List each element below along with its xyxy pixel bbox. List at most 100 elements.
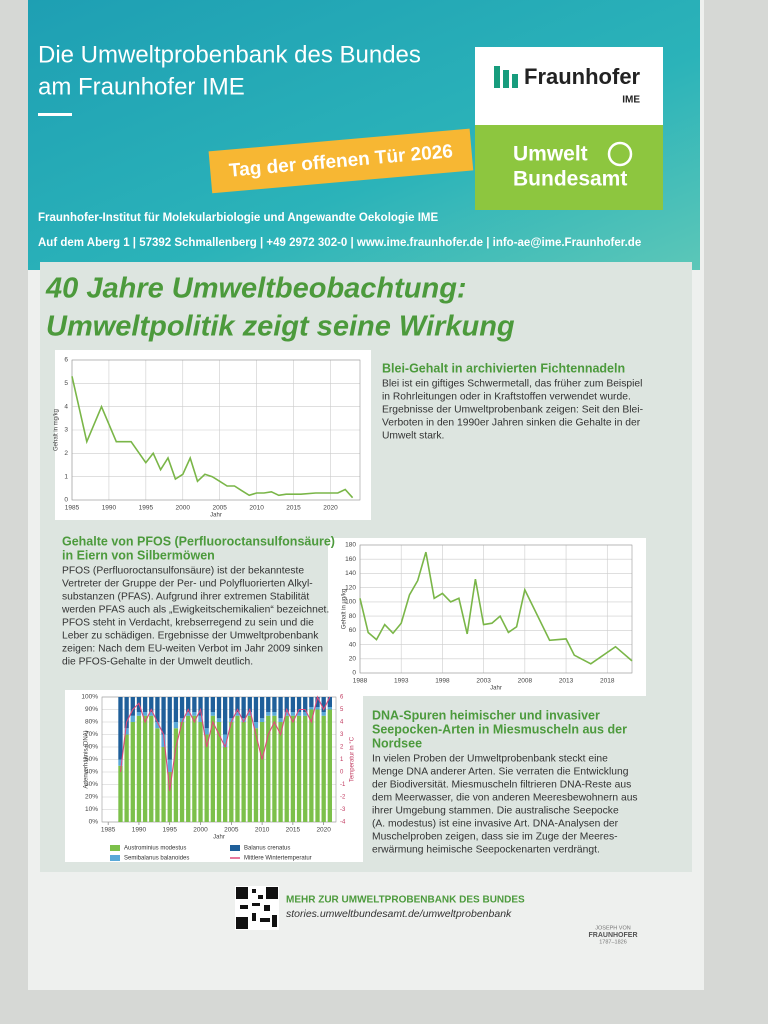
- x-tick-label: 2003: [476, 678, 491, 685]
- signature: 1787–1826: [599, 939, 627, 945]
- bar-segment: [161, 697, 166, 735]
- badge: Tag der offenen Tür 2026: [208, 128, 474, 194]
- bar-segment: [266, 712, 271, 716]
- section-body: werden PFAS auch als „Ewigkeitschemikali…: [61, 605, 329, 616]
- bar-segment: [321, 712, 326, 716]
- bar-segment: [210, 697, 215, 712]
- y2-tick-label: 4: [340, 720, 344, 726]
- y-tick-label: 5: [64, 380, 68, 387]
- bar-segment: [321, 715, 326, 822]
- bar-segment: [229, 722, 234, 822]
- y-tick-label: 40: [349, 641, 357, 648]
- y2-tick-label: 6: [340, 695, 344, 701]
- bar-segment: [290, 697, 296, 712]
- bar-segment: [296, 715, 302, 822]
- x-tick-label: 2015: [286, 827, 301, 834]
- section-body: Menge DNA anderer Arten. Sie verraten di…: [372, 767, 629, 778]
- logo-fraunhofer: Fraunhofer: [524, 64, 641, 89]
- x-tick-label: 2013: [559, 678, 574, 685]
- bar-segment: [161, 734, 166, 747]
- y2-tick-label: -1: [340, 782, 346, 788]
- bar-segment: [223, 747, 228, 822]
- legend-label: Semibalanus balanoides: [124, 856, 189, 862]
- signature: FRAUNHOFER: [589, 932, 638, 939]
- x-tick-label: 1995: [139, 505, 154, 512]
- bar-segment: [259, 718, 265, 722]
- bar-segment: [278, 722, 283, 822]
- bar-segment: [259, 697, 265, 719]
- bar-segment: [290, 715, 296, 822]
- bar-segment: [130, 722, 135, 822]
- bar-segment: [204, 734, 209, 822]
- header-title: am Fraunhofer IME: [38, 73, 245, 100]
- headline: Umweltpolitik zeigt seine Wirkung: [46, 311, 515, 343]
- bar-segment: [253, 722, 259, 729]
- y-tick-label: 50%: [85, 756, 98, 763]
- bar-segment: [186, 715, 191, 822]
- section-body: substanzen (PFAS). Aufgrund ihrer extrem…: [62, 592, 309, 603]
- x-axis-label: Jahr: [213, 835, 225, 841]
- bar-segment: [327, 707, 332, 710]
- x-tick-label: 1993: [394, 678, 409, 685]
- y-axis-label: Gehalt in µg/kg: [342, 589, 348, 629]
- bar-segment: [284, 712, 289, 716]
- y-tick-label: 4: [64, 403, 68, 410]
- bar-segment: [204, 697, 209, 729]
- bar-segment: [327, 709, 332, 822]
- y-tick-label: 20%: [85, 794, 98, 801]
- section-heading: Gehalte von PFOS (Perfluoroctansulfonsäu…: [62, 534, 335, 548]
- bar-segment: [167, 772, 172, 822]
- bar-segment: [278, 697, 283, 719]
- bar-segment: [186, 697, 191, 712]
- uba-logo-box: [475, 125, 663, 210]
- section-body: Umwelt stark.: [382, 431, 444, 442]
- bar-segment: [223, 697, 228, 735]
- institute: Fraunhofer-Institut für Molekularbiologi…: [38, 212, 438, 224]
- section-heading: Nordsee: [372, 736, 422, 750]
- x-tick-label: 1985: [65, 505, 80, 512]
- bar-segment: [321, 697, 326, 712]
- y-tick-label: 2: [64, 450, 68, 457]
- bar-segment: [327, 697, 332, 707]
- address: Auf dem Aberg 1 | 57392 Schmallenberg | …: [38, 237, 641, 249]
- section-body: die PFOS-Gehalte in der Umwelt deutlich.: [62, 657, 253, 668]
- bar-segment: [229, 697, 234, 719]
- bar-segment: [315, 697, 320, 707]
- qr-code: [235, 886, 279, 930]
- y-tick-label: 60%: [85, 744, 98, 751]
- bar-segment: [192, 712, 197, 716]
- y-tick-label: 0%: [89, 819, 99, 826]
- y-tick-label: 100: [345, 599, 356, 606]
- temperature-line: [119, 695, 331, 791]
- section-body: In vielen Proben der Umweltprobenbank st…: [372, 754, 608, 765]
- legend-swatch: [110, 855, 120, 861]
- x-tick-label: 1988: [353, 678, 368, 685]
- section-body: Vertreter der Gruppe der Per- und Polyfl…: [62, 579, 313, 590]
- x-axis-label: Jahr: [210, 513, 222, 519]
- bar-segment: [309, 697, 314, 707]
- bar-segment: [124, 734, 129, 822]
- section-body: PFOS (Perfluoroctansulfonsäure) ist der …: [62, 566, 304, 577]
- bar-segment: [130, 697, 135, 716]
- bar-segment: [253, 728, 259, 822]
- y-tick-label: 30%: [85, 781, 98, 788]
- y-tick-label: 20: [349, 655, 357, 662]
- bar-segment: [247, 715, 252, 822]
- y-tick-label: 1: [64, 473, 68, 480]
- x-tick-label: 2010: [255, 827, 270, 834]
- bar-segment: [149, 715, 154, 822]
- section-body: Ergebnisse der Umweltprobenbank zeigen: …: [382, 405, 643, 416]
- bar-segment: [253, 697, 259, 722]
- signature: JOSEPH VON: [595, 925, 630, 931]
- bar-segment: [210, 712, 215, 716]
- legend-label: Austrominius modestus: [124, 846, 186, 852]
- bar-segment: [149, 697, 154, 712]
- bar-segment: [235, 697, 240, 712]
- section-body: dem Meerwasser, die von anderen Meeresbe…: [372, 793, 638, 804]
- y2-tick-label: 3: [340, 732, 344, 738]
- headline: 40 Jahre Umweltbeobachtung:: [45, 273, 467, 305]
- data-line: [359, 551, 633, 665]
- section-body: der Biodiversität. Miesmuscheln filtrier…: [372, 780, 631, 791]
- plot-frame: [359, 544, 633, 674]
- bar-segment: [315, 707, 320, 710]
